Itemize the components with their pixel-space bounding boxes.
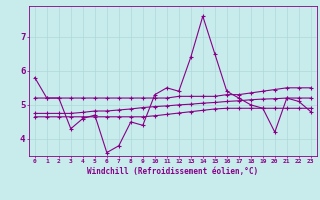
X-axis label: Windchill (Refroidissement éolien,°C): Windchill (Refroidissement éolien,°C) (87, 167, 258, 176)
